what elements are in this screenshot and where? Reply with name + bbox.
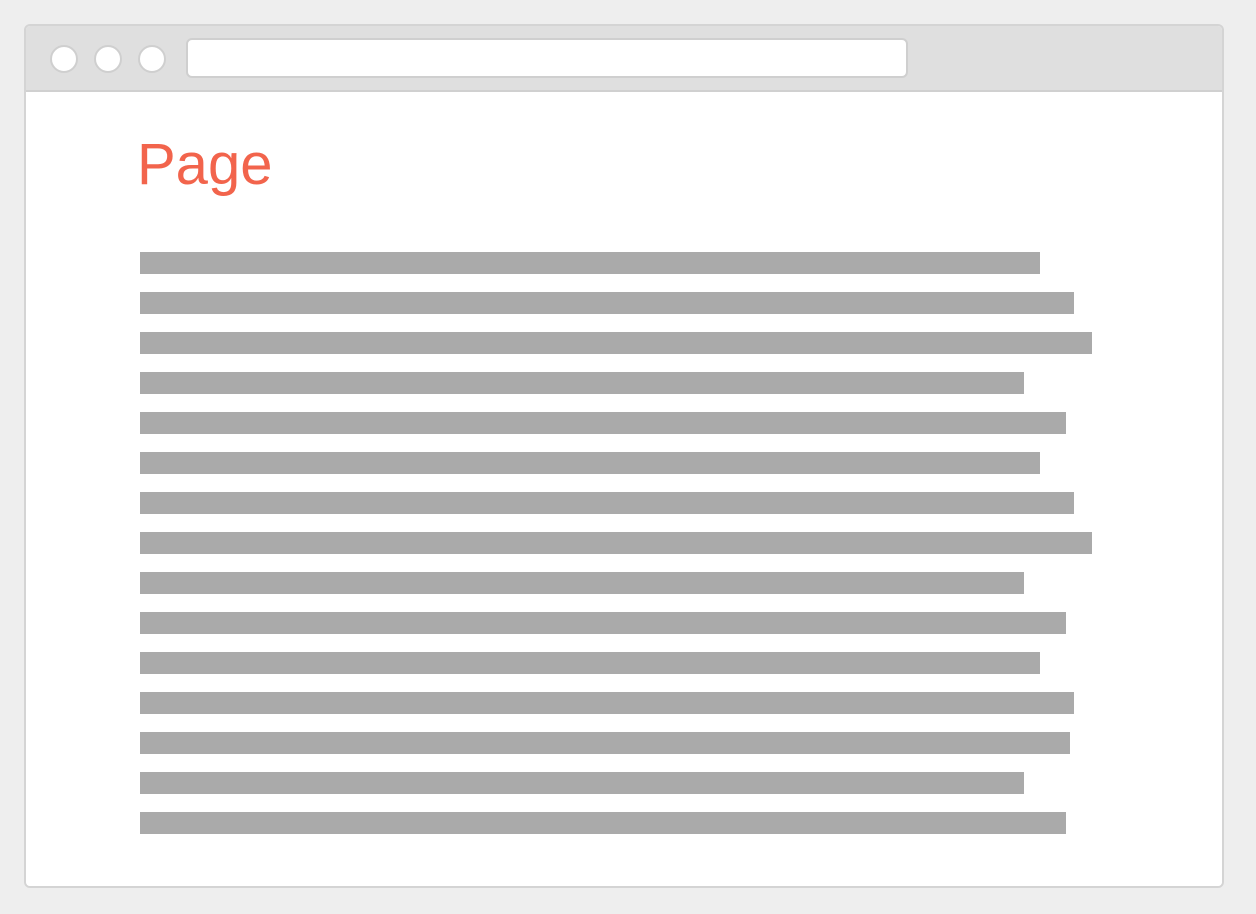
text-placeholder-line	[140, 652, 1040, 674]
text-placeholder-line	[140, 812, 1066, 834]
address-bar[interactable]	[186, 38, 908, 78]
window-button-2[interactable]	[94, 45, 122, 73]
text-placeholder-line	[140, 572, 1024, 594]
text-placeholder-line	[140, 692, 1074, 714]
text-placeholder-line	[140, 372, 1024, 394]
browser-titlebar	[26, 26, 1222, 92]
text-placeholder-line	[140, 412, 1066, 434]
browser-window: Page	[24, 24, 1224, 888]
window-button-1[interactable]	[50, 45, 78, 73]
text-placeholder-line	[140, 292, 1074, 314]
text-placeholder-line	[140, 332, 1092, 354]
page-content: Page	[26, 92, 1222, 886]
text-placeholder-line	[140, 492, 1074, 514]
text-placeholder-line	[140, 732, 1070, 754]
page-title: Page	[137, 132, 273, 197]
text-placeholder-line	[140, 612, 1066, 634]
text-placeholder-line	[140, 532, 1092, 554]
window-button-3[interactable]	[138, 45, 166, 73]
text-placeholder-line	[140, 252, 1040, 274]
text-placeholder-line	[140, 772, 1024, 794]
text-placeholder-lines	[140, 252, 1092, 852]
text-placeholder-line	[140, 452, 1040, 474]
